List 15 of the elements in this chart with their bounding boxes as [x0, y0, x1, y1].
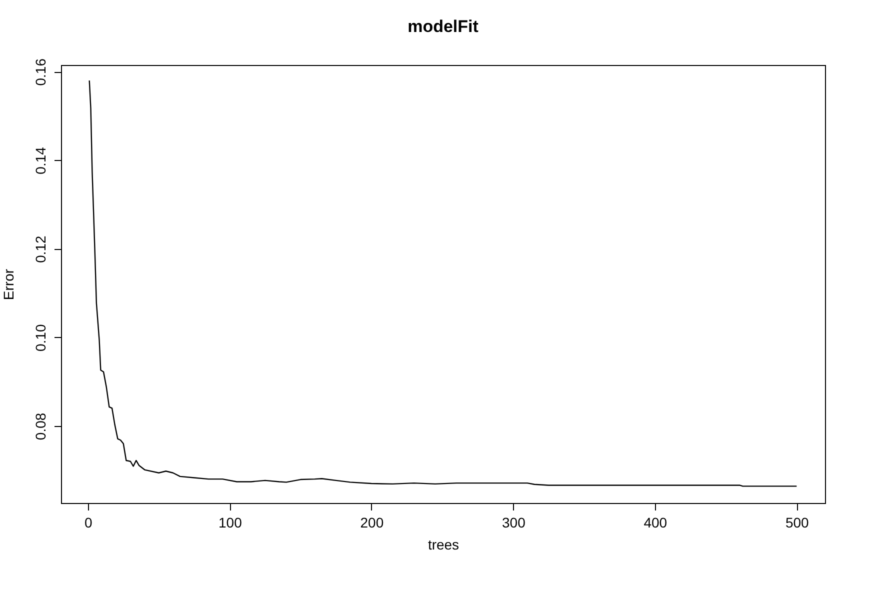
x-axis-title: trees [428, 536, 460, 552]
y-tick-label: 0.10 [32, 324, 48, 352]
line-series [88, 80, 798, 487]
x-tick-label: 100 [218, 514, 242, 530]
y-tick-label: 0.14 [32, 146, 48, 174]
y-tick-label: 0.16 [32, 58, 48, 86]
x-tick-label: 500 [785, 514, 810, 530]
x-tick-label: 300 [502, 514, 526, 530]
y-tick-label: 0.08 [32, 412, 48, 440]
x-tick-label: 0 [84, 514, 93, 530]
x-tick-label: 400 [644, 514, 668, 530]
x-tick-label: 200 [360, 514, 384, 530]
y-tick-label: 0.12 [32, 235, 48, 263]
chart-title: modelFit [408, 17, 479, 36]
y-axis-title: Error [0, 268, 16, 300]
